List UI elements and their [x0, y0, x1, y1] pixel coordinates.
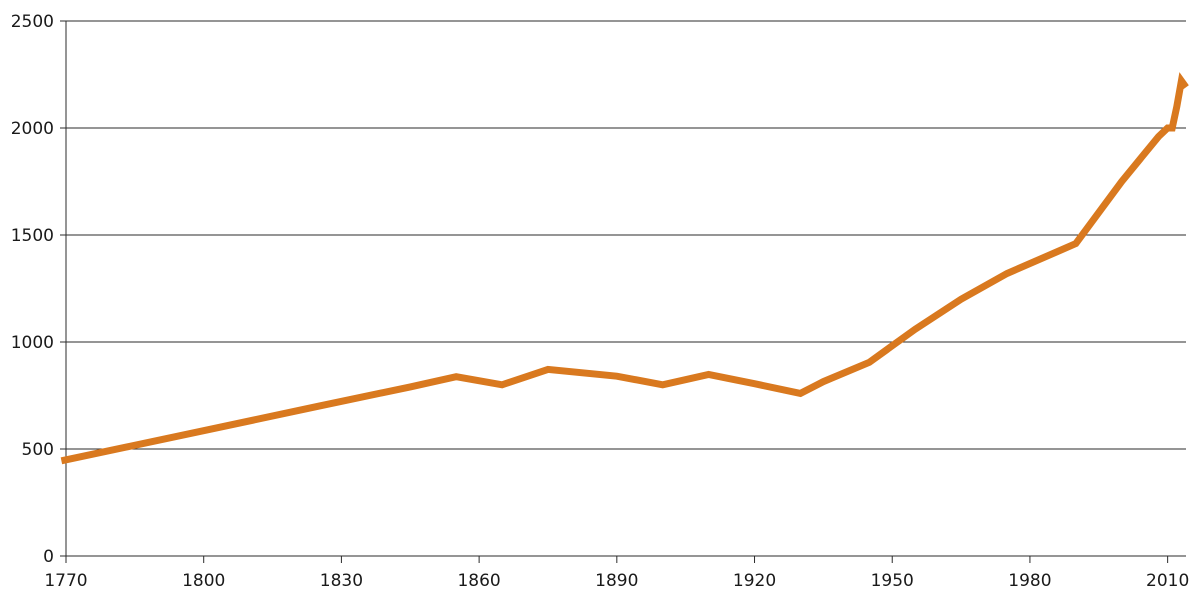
x-tick-label: 1920	[733, 571, 776, 591]
series-lines	[60, 72, 1189, 465]
y-tick-label: 1500	[11, 226, 54, 246]
x-tick-label: 1860	[457, 571, 500, 591]
y-tick-label: 0	[43, 547, 54, 567]
x-tick-label: 1770	[44, 571, 87, 591]
x-tick-label: 1980	[1008, 571, 1051, 591]
y-tick-label: 500	[22, 440, 54, 460]
x-tick-label: 2010	[1146, 571, 1189, 591]
tick-labels: 0 500 1000 1500 2000 2500 1770 1800 1830 1860 1890…	[11, 12, 1190, 591]
x-tick-label: 1830	[320, 571, 363, 591]
gridlines	[66, 20, 1186, 450]
x-tick-label: 1890	[595, 571, 638, 591]
x-tick-label: 1950	[871, 571, 914, 591]
axes	[60, 20, 1186, 563]
y-tick-label: 1000	[11, 333, 54, 353]
x-tick-label: 1800	[182, 571, 225, 591]
series-line-0	[60, 72, 1189, 465]
y-tick-label: 2500	[11, 12, 54, 32]
y-tick-label: 2000	[11, 119, 54, 139]
